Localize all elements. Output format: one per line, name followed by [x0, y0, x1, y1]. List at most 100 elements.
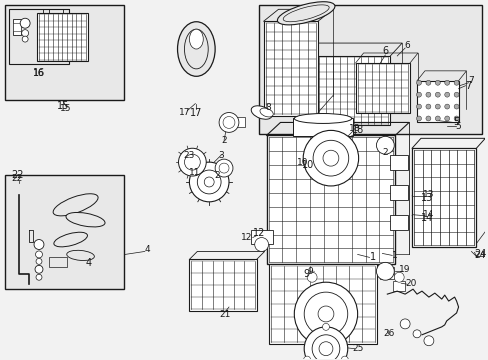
Circle shape	[425, 104, 430, 109]
Text: 16: 16	[33, 69, 44, 78]
Bar	[355, 63, 409, 113]
Text: 1: 1	[391, 251, 397, 260]
Text: 2: 2	[221, 136, 226, 145]
Bar	[189, 260, 256, 311]
Text: 10: 10	[302, 160, 314, 170]
Bar	[13, 23, 21, 31]
Circle shape	[304, 292, 347, 336]
Text: 9: 9	[303, 269, 308, 279]
Text: 16: 16	[33, 68, 45, 78]
Circle shape	[36, 274, 42, 280]
Ellipse shape	[66, 250, 94, 261]
Circle shape	[453, 92, 458, 97]
Text: 17: 17	[178, 108, 190, 117]
Circle shape	[34, 239, 44, 249]
Circle shape	[223, 117, 234, 129]
Bar	[49, 257, 66, 267]
Text: 6: 6	[382, 46, 387, 56]
Text: 4: 4	[145, 245, 150, 254]
Ellipse shape	[189, 29, 203, 49]
Circle shape	[412, 330, 420, 338]
Bar	[9, 9, 68, 64]
Text: 14: 14	[422, 210, 434, 219]
Circle shape	[21, 30, 28, 37]
Circle shape	[425, 92, 430, 97]
Text: 2: 2	[214, 171, 220, 180]
Text: 4: 4	[85, 258, 91, 268]
Ellipse shape	[294, 113, 351, 123]
Bar	[392, 281, 405, 291]
Circle shape	[35, 265, 43, 273]
Text: 22: 22	[11, 170, 24, 180]
Bar	[389, 185, 407, 200]
Circle shape	[254, 238, 268, 251]
Circle shape	[20, 18, 30, 28]
Text: 14: 14	[420, 213, 432, 223]
Text: 13: 13	[420, 193, 432, 203]
Circle shape	[453, 104, 458, 109]
Bar	[5, 5, 124, 100]
Circle shape	[376, 262, 393, 280]
Text: 24: 24	[473, 249, 486, 260]
Circle shape	[219, 163, 228, 173]
Text: 6: 6	[404, 41, 409, 50]
Circle shape	[376, 136, 393, 154]
Bar	[389, 215, 407, 230]
Circle shape	[434, 104, 439, 109]
Circle shape	[444, 104, 449, 109]
Circle shape	[399, 319, 409, 329]
Bar	[268, 264, 377, 344]
Text: 13: 13	[422, 190, 434, 199]
Bar	[296, 56, 389, 125]
Circle shape	[444, 80, 449, 85]
Bar	[380, 267, 393, 279]
Text: 23: 23	[183, 151, 195, 160]
Text: 18: 18	[351, 125, 363, 135]
Circle shape	[303, 130, 358, 186]
Circle shape	[444, 92, 449, 97]
Bar	[5, 175, 124, 289]
Text: 5: 5	[452, 117, 459, 127]
Ellipse shape	[283, 5, 328, 22]
Bar	[416, 81, 458, 122]
Bar	[232, 117, 244, 127]
Text: 7: 7	[468, 76, 473, 85]
Bar	[266, 135, 394, 264]
Circle shape	[322, 323, 329, 330]
Bar	[389, 155, 407, 170]
Circle shape	[416, 116, 421, 121]
Text: 15: 15	[57, 100, 69, 111]
Text: 9: 9	[306, 267, 312, 276]
Circle shape	[22, 36, 28, 42]
Circle shape	[294, 282, 357, 346]
Circle shape	[204, 177, 214, 187]
Circle shape	[311, 335, 339, 360]
Bar	[293, 118, 352, 136]
Text: 1: 1	[369, 252, 376, 262]
Circle shape	[312, 140, 348, 176]
Circle shape	[306, 272, 316, 282]
Text: 2: 2	[382, 148, 387, 157]
Circle shape	[36, 251, 42, 258]
Circle shape	[434, 116, 439, 121]
Circle shape	[197, 170, 221, 194]
Circle shape	[303, 356, 310, 360]
Ellipse shape	[66, 212, 105, 227]
Ellipse shape	[177, 22, 215, 76]
Circle shape	[318, 342, 332, 356]
Circle shape	[341, 356, 347, 360]
Ellipse shape	[54, 232, 87, 247]
Circle shape	[425, 116, 430, 121]
Circle shape	[215, 159, 232, 177]
Text: 24: 24	[474, 251, 485, 260]
Text: 26: 26	[383, 329, 394, 338]
Circle shape	[444, 116, 449, 121]
Circle shape	[184, 154, 200, 170]
Text: 5: 5	[455, 122, 461, 131]
Circle shape	[416, 104, 421, 109]
Circle shape	[178, 148, 206, 176]
Text: 22: 22	[11, 174, 22, 183]
Text: 19: 19	[399, 265, 410, 274]
Circle shape	[425, 80, 430, 85]
Circle shape	[304, 327, 347, 360]
